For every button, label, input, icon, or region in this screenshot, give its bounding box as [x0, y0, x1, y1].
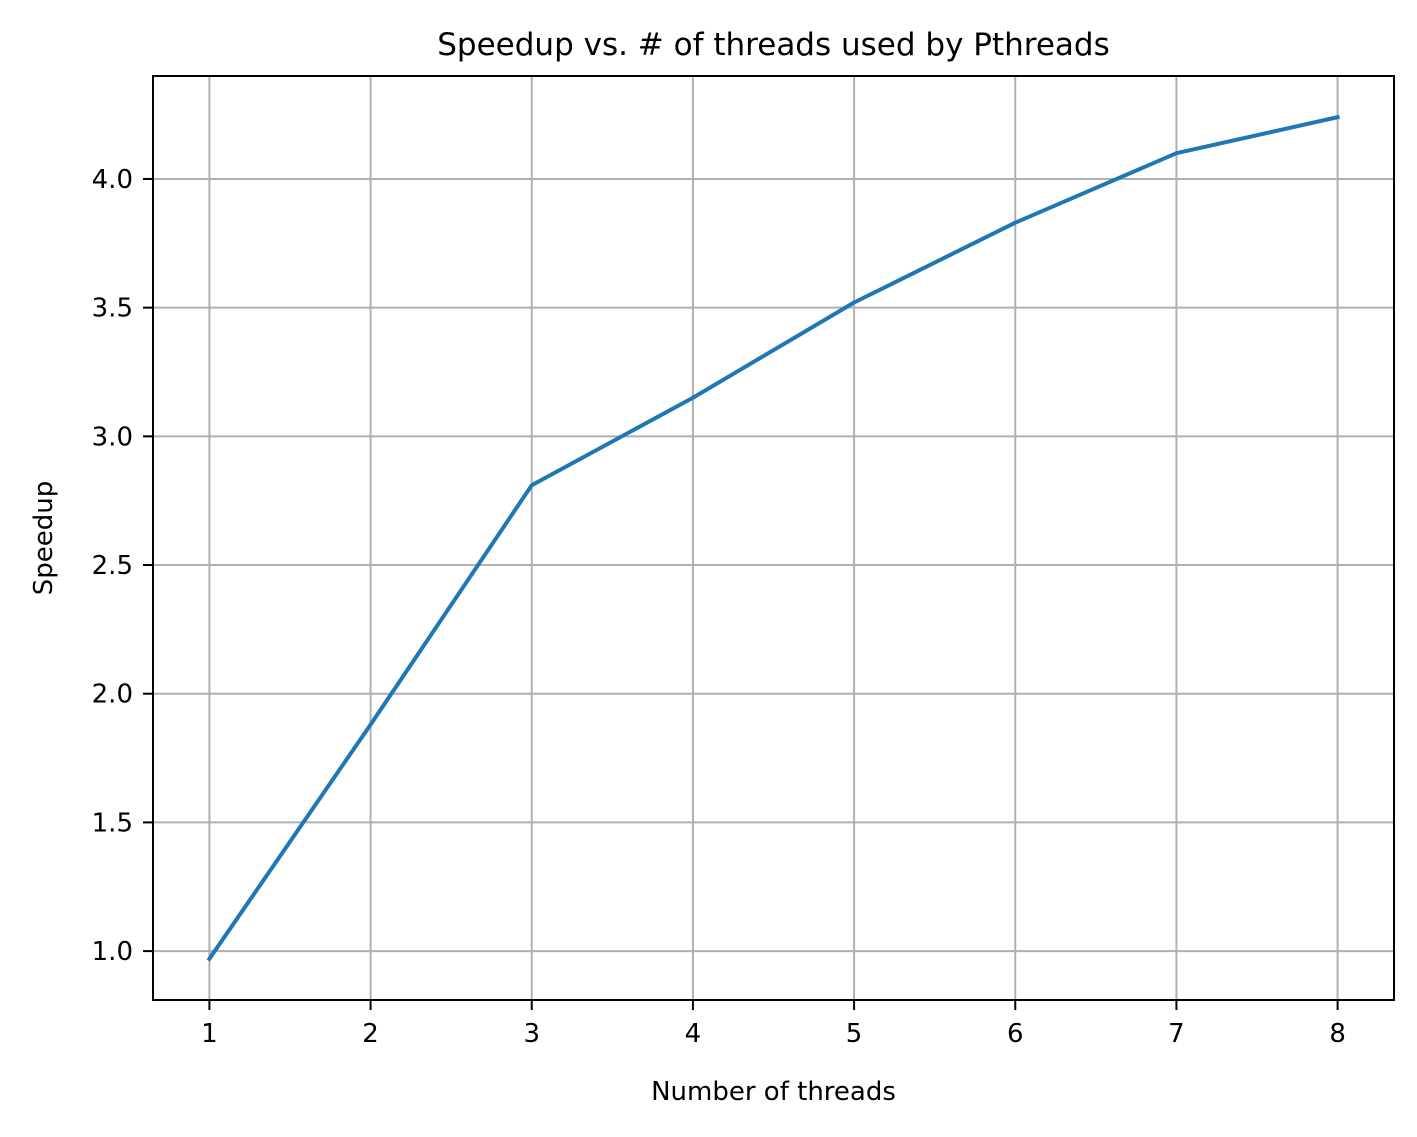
x-tick-label: 1	[201, 1019, 218, 1049]
y-tick-label: 3.0	[92, 422, 133, 452]
series-layer	[206, 114, 1340, 962]
x-tick-label: 5	[846, 1019, 863, 1049]
grid	[153, 76, 1394, 1000]
y-axis-label: Speedup	[29, 481, 59, 596]
series-line	[206, 114, 1340, 962]
ticks: 1 2 3 4 5 6 7 8 1.0 1.5 2.0 2.5 3.0 3.5 4.0	[92, 165, 1346, 1049]
y-tick-label: 1.5	[92, 808, 133, 838]
y-tick-label: 3.5	[92, 294, 133, 324]
x-tick-label: 8	[1329, 1019, 1346, 1049]
x-tick-label: 2	[362, 1019, 379, 1049]
x-tick-label: 4	[685, 1019, 702, 1049]
x-tick-label: 7	[1168, 1019, 1185, 1049]
plot-frame	[152, 75, 1395, 1001]
y-tick-label: 4.0	[92, 165, 133, 195]
y-tick-label: 1.0	[92, 937, 133, 967]
x-tick-label: 3	[523, 1019, 540, 1049]
x-tick-label: 6	[1007, 1019, 1024, 1049]
x-axis-label: Number of threads	[651, 1077, 896, 1107]
y-tick-label: 2.5	[92, 551, 133, 581]
chart-title: Speedup vs. # of threads used by Pthread…	[437, 27, 1109, 63]
y-tick-label: 2.0	[92, 680, 133, 710]
